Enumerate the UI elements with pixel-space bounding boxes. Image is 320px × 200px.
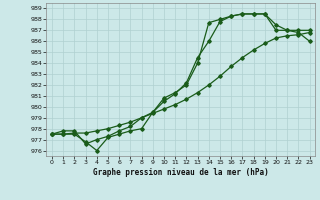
X-axis label: Graphe pression niveau de la mer (hPa): Graphe pression niveau de la mer (hPa) [93,168,269,177]
